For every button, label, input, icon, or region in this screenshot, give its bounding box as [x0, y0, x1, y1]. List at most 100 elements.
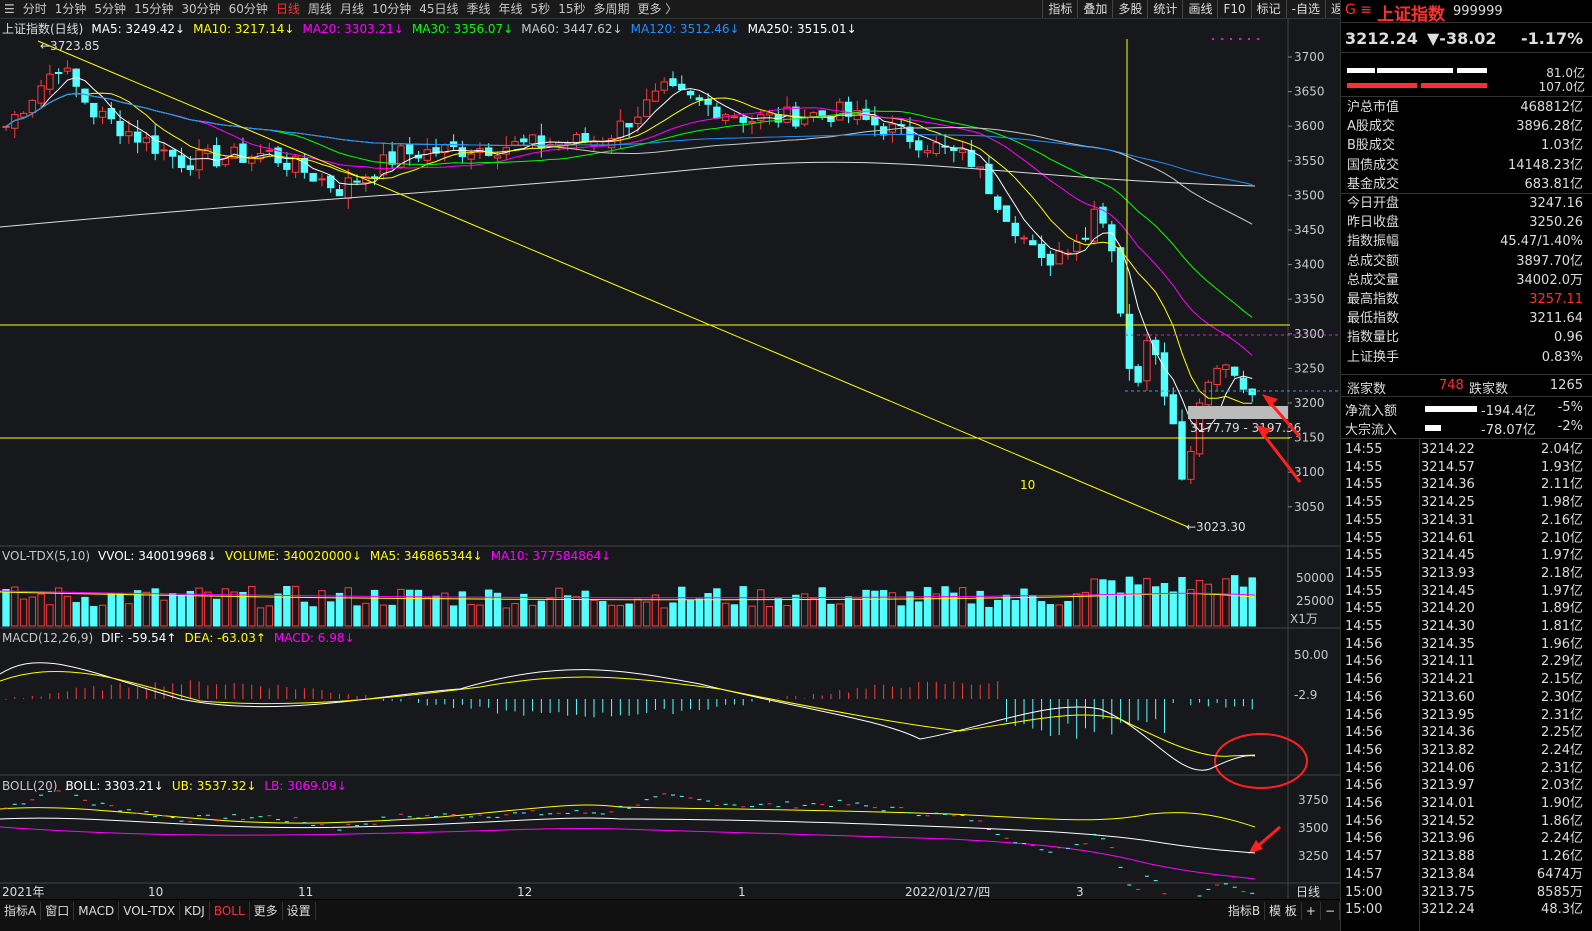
- tick-row: 14:55 3213.93 2.18亿: [1341, 565, 1592, 583]
- macd-y-label: 50.00: [1294, 648, 1328, 662]
- tick-row: 14:55 3214.61 2.10亿: [1341, 530, 1592, 548]
- period-tab[interactable]: 更多 〉: [637, 2, 678, 16]
- indicator-label: BOLL: 3303.21↓: [65, 779, 164, 793]
- candle-body: [379, 154, 388, 176]
- candle-body: [572, 134, 581, 144]
- indicator-label: MACD(12,26,9): [2, 631, 94, 645]
- volume-bar: [90, 606, 98, 627]
- y-tick-label: 3650: [1294, 85, 1325, 99]
- tick-amount: 1.96亿: [1541, 636, 1583, 652]
- indicator-tab[interactable]: BOLL: [210, 902, 250, 920]
- bottom-right-button[interactable]: −: [1321, 902, 1340, 920]
- tick-amount: 2.11亿: [1541, 477, 1583, 493]
- kline-chart-svg[interactable]: 3700365036003550350034503400335033003250…: [0, 19, 1340, 899]
- volume-bar: [1029, 594, 1037, 627]
- indicator-tab[interactable]: 更多: [250, 902, 283, 920]
- tick-price: 3214.11: [1421, 654, 1475, 670]
- candle-body: [37, 85, 45, 104]
- candle-body: [90, 102, 98, 118]
- candle-body: [1204, 381, 1213, 406]
- indicator-label: MA10: 377584864↓: [490, 549, 612, 563]
- candle-body: [520, 138, 528, 143]
- candle-body: [528, 134, 537, 145]
- volume-bar: [853, 598, 861, 627]
- volume-bar: [406, 589, 414, 627]
- stat-value: 3211.64: [1529, 311, 1583, 327]
- tool-button[interactable]: F10: [1217, 0, 1250, 18]
- volume-bar: [1239, 586, 1248, 627]
- period-tab[interactable]: 10分钟: [371, 2, 412, 16]
- tick-time: 14:55: [1345, 459, 1383, 475]
- stat-label: B股成交: [1347, 138, 1395, 154]
- stat-value: 3257.11: [1529, 292, 1583, 307]
- indicator-tab[interactable]: 指标A: [0, 902, 42, 920]
- candle-body: [537, 135, 546, 148]
- y-tick-label: 3700: [1294, 50, 1325, 64]
- tool-button[interactable]: 多股: [1112, 0, 1147, 18]
- stat-value: 0.83%: [1541, 349, 1583, 365]
- tool-button[interactable]: -自选: [1285, 0, 1325, 18]
- tick-row: 14:55 3214.31 2.16亿: [1341, 512, 1592, 530]
- period-tab[interactable]: 5分钟: [94, 2, 127, 16]
- menu-toggle[interactable]: ☰: [4, 2, 15, 16]
- period-tab[interactable]: 60分钟: [228, 2, 268, 16]
- tool-button[interactable]: 标记: [1250, 0, 1286, 18]
- panel-flag[interactable]: G ≡: [1345, 2, 1373, 18]
- volume-bar: [318, 590, 326, 627]
- volume-bar: [792, 594, 800, 627]
- period-tab[interactable]: 月线: [339, 2, 364, 16]
- indicator-tab[interactable]: 窗口: [41, 902, 75, 920]
- indicator-label: MA60: 3447.62↓: [521, 22, 623, 36]
- tool-button[interactable]: 统计: [1147, 0, 1182, 18]
- tick-price: 3213.60: [1421, 689, 1475, 705]
- period-tab[interactable]: 周线: [307, 2, 332, 16]
- dea-line: [0, 671, 1256, 757]
- tool-button[interactable]: 指标: [1042, 0, 1077, 18]
- macd-y-label: -2.9: [1294, 688, 1317, 702]
- volume-bar: [169, 593, 177, 627]
- period-tab[interactable]: 1分钟: [54, 2, 87, 16]
- bottom-right-button[interactable]: 指标B: [1224, 902, 1266, 920]
- indicator-label: MA5: 3249.42↓: [91, 22, 186, 36]
- tick-amount: 2.16亿: [1541, 512, 1583, 528]
- period-tab[interactable]: 30分钟: [181, 2, 221, 16]
- stat-row: 基金成交 683.81亿: [1341, 175, 1592, 194]
- candle-body: [704, 99, 712, 105]
- vol-indicator-bar: VOL-TDX(5,10) VVOL: 340019968↓ VOLUME: 340…: [2, 549, 627, 563]
- period-tab[interactable]: 年线: [498, 2, 523, 16]
- period-tab[interactable]: 多周期: [593, 2, 630, 16]
- volume-bar: [1204, 583, 1213, 627]
- tool-button[interactable]: 画线: [1182, 0, 1217, 18]
- period-tab[interactable]: 15分钟: [134, 2, 174, 16]
- tool-button[interactable]: 叠加: [1077, 0, 1112, 18]
- volume-bar: [221, 588, 230, 627]
- tick-time: 15:00: [1345, 884, 1383, 900]
- candle-body: [669, 78, 677, 87]
- period-tab[interactable]: 5秒: [530, 2, 551, 16]
- volume-bar: [309, 606, 317, 627]
- candle-body: [1143, 340, 1151, 382]
- volume-bar: [950, 592, 958, 627]
- period-tab[interactable]: 分时: [22, 2, 47, 16]
- tick-price: 3213.82: [1421, 742, 1475, 758]
- tick-row: 14:56 3214.36 2.25亿: [1341, 724, 1592, 742]
- indicator-tab[interactable]: MACD: [74, 902, 120, 920]
- indicator-tab[interactable]: KDJ: [180, 902, 210, 920]
- red-arrowhead: [1262, 394, 1278, 407]
- candle-body: [125, 131, 133, 137]
- bottom-right-button[interactable]: 模 板: [1265, 902, 1302, 920]
- chart-area[interactable]: 3700 3650 3600 3550 3500 3450 3400 3350 3300 3250…: [0, 19, 1340, 899]
- period-tab[interactable]: 日线: [275, 2, 300, 16]
- period-tab[interactable]: 15秒: [558, 2, 586, 16]
- volume-bar: [414, 589, 423, 627]
- indicator-tab[interactable]: 设置: [283, 902, 316, 920]
- indicator-tab[interactable]: VOL-TDX: [119, 902, 181, 920]
- indicator-label: BOLL(20): [2, 779, 58, 793]
- volume-bar: [449, 605, 458, 627]
- period-tab[interactable]: 45日线: [419, 2, 459, 16]
- volume-bar: [748, 605, 756, 627]
- volume-bar: [1169, 591, 1177, 627]
- period-tab[interactable]: 季线: [466, 2, 491, 16]
- volume-bar: [274, 593, 282, 627]
- bottom-right-button[interactable]: +: [1302, 902, 1321, 920]
